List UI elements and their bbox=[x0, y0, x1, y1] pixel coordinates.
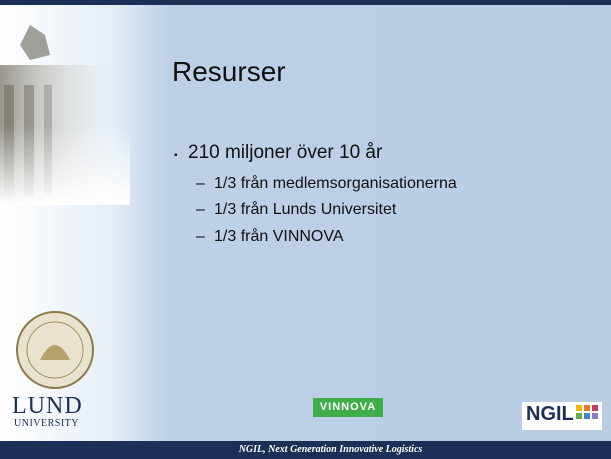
dash: – bbox=[196, 201, 205, 219]
ngil-logo: NGIL bbox=[526, 403, 574, 426]
slide: Resurser ▪ 210 miljoner över 10 år – 1/3… bbox=[0, 0, 611, 459]
dash: – bbox=[196, 228, 205, 246]
slide-title: Resurser bbox=[172, 56, 286, 88]
ngil-squares bbox=[576, 405, 600, 421]
vinnova-logo: VINNOVA bbox=[313, 398, 383, 417]
dash: – bbox=[196, 175, 205, 193]
sub-bullet: 1/3 från Lunds Universitet bbox=[214, 201, 396, 219]
bullet-text: 210 miljoner över 10 år bbox=[188, 142, 382, 164]
lund-logo-name: LUND bbox=[12, 393, 83, 420]
lund-logo-sub: UNIVERSITY bbox=[14, 418, 79, 429]
footer-text: NGIL, Next Generation Innovative Logisti… bbox=[0, 441, 611, 459]
sub-bullet: 1/3 från medlemsorganisationerna bbox=[214, 175, 457, 193]
building-image bbox=[0, 5, 130, 205]
bullet-marker: ▪ bbox=[174, 150, 178, 161]
lund-seal bbox=[15, 310, 95, 390]
sub-bullet: 1/3 från VINNOVA bbox=[214, 228, 344, 246]
